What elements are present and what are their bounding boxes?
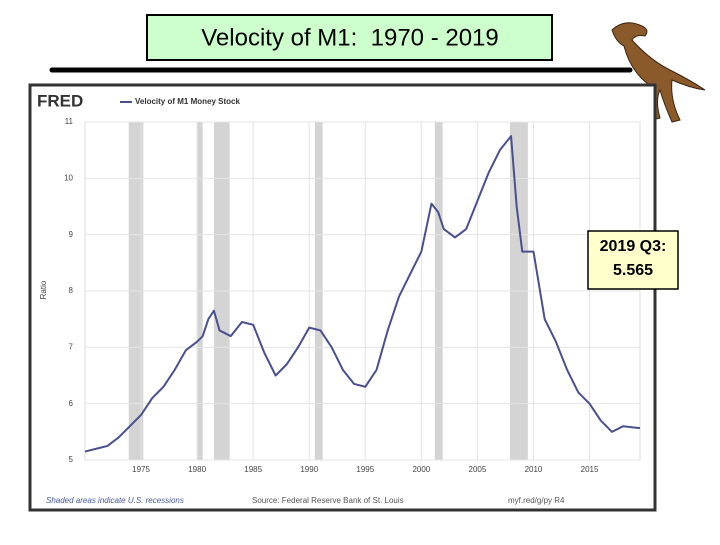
legend-label: Velocity of M1 Money Stock	[135, 97, 240, 106]
brand: FRED	[37, 91, 83, 110]
x-tick-label: 1980	[188, 465, 206, 474]
x-tick-label: 1985	[244, 465, 262, 474]
x-tick-label: 1990	[300, 465, 318, 474]
annotation-line: 5.565	[613, 262, 653, 279]
annotation-box	[587, 230, 679, 290]
plot: 5 6 7 8 9 10 11 1975 1980 1985 1990 1995 2000 2005 201…	[64, 117, 641, 474]
x-tick-label: 2015	[581, 465, 599, 474]
y-tick-label: 9	[69, 230, 74, 239]
title-box	[146, 14, 553, 61]
x-tick-label: 1975	[132, 465, 150, 474]
x-tick-label: 2000	[412, 465, 430, 474]
x-tick-label: 1995	[356, 465, 374, 474]
y-axis-label: Ratio	[39, 280, 48, 299]
footer-link[interactable]: myf.red/g/py R4	[508, 496, 565, 505]
y-tick-label: 8	[69, 286, 74, 295]
x-tick-label: 2005	[469, 465, 487, 474]
y-tick-label: 10	[64, 173, 73, 182]
footer-source: Source: Federal Reserve Bank of St. Loui…	[252, 496, 404, 505]
annotation-line: 2019 Q3:	[600, 238, 667, 255]
data-line	[84, 135, 641, 453]
slide-title: Velocity of M1: 1970 - 2019	[201, 24, 499, 51]
footer-note: Shaded areas indicate U.S. recessions	[46, 496, 184, 505]
y-tick-label: 6	[69, 399, 74, 408]
x-tick-label: 2010	[525, 465, 543, 474]
y-tick-label: 11	[65, 117, 74, 126]
y-tick-label: 5	[69, 455, 74, 464]
y-tick-label: 7	[69, 342, 74, 351]
